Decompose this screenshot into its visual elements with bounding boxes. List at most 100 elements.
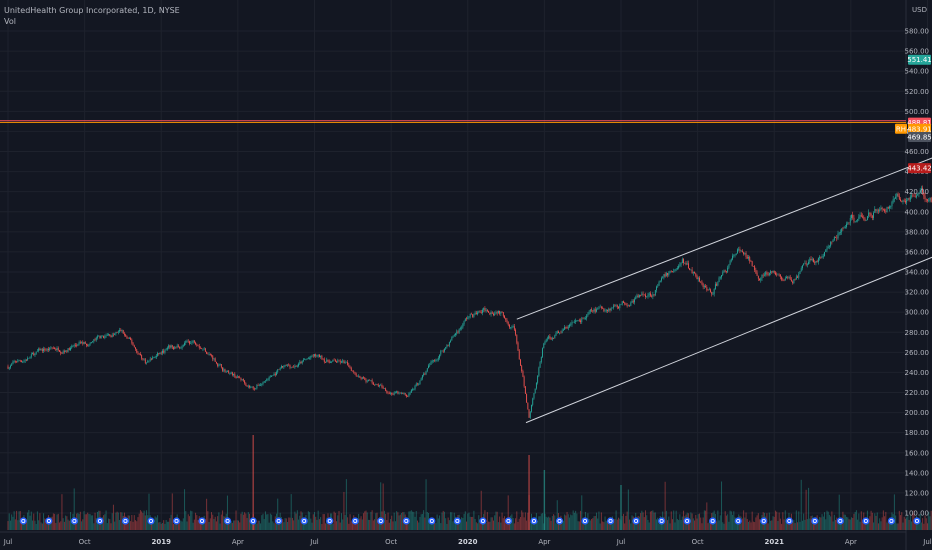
volume-bar bbox=[236, 520, 238, 530]
candle-body bbox=[12, 361, 14, 365]
volume-bar bbox=[274, 516, 276, 530]
volume-bar bbox=[450, 512, 452, 530]
volume-bar bbox=[219, 523, 221, 530]
volume-bar bbox=[600, 512, 602, 530]
time-tick-label: Apr bbox=[845, 538, 857, 546]
candle-body bbox=[685, 262, 687, 265]
volume-bar bbox=[566, 511, 568, 530]
candle-body bbox=[748, 257, 749, 259]
candle-body bbox=[366, 380, 368, 382]
candle-body bbox=[675, 269, 677, 270]
volume-bar bbox=[372, 520, 374, 530]
candle-body bbox=[179, 346, 181, 349]
dividend-event-icon bbox=[172, 517, 181, 525]
candle-body bbox=[317, 354, 319, 357]
price-tick-label: 340.00 bbox=[905, 269, 930, 277]
time-axis[interactable]: Jul Oct 2019 Apr Jul Oct 2020 Apr Jul Oct 2021 Apr J… bbox=[3, 538, 932, 546]
candle-body bbox=[788, 276, 790, 278]
candle-body bbox=[561, 330, 563, 333]
candle-body bbox=[22, 361, 24, 363]
dividend-event-glyph bbox=[72, 519, 77, 524]
volume-bar bbox=[527, 512, 529, 530]
candle-body bbox=[174, 346, 176, 349]
candle-body bbox=[309, 358, 311, 359]
volume-bar bbox=[735, 523, 737, 530]
candle-body bbox=[298, 363, 300, 367]
candle-body bbox=[610, 308, 612, 311]
volume-bar bbox=[424, 517, 426, 530]
symbol-title[interactable]: UnitedHealth Group Incorporated, 1D, NYS… bbox=[4, 6, 180, 15]
volume-bar bbox=[318, 519, 320, 530]
parallel-channel-drawing[interactable] bbox=[516, 29, 932, 424]
volume-bar bbox=[577, 521, 579, 530]
candle-body bbox=[775, 272, 776, 275]
candle-body bbox=[546, 338, 548, 340]
volume-bar bbox=[741, 518, 743, 530]
dividend-event-glyph bbox=[378, 519, 383, 524]
candle-body bbox=[876, 210, 878, 212]
candle-body bbox=[694, 272, 696, 274]
volume-bar bbox=[388, 522, 390, 530]
candle-body bbox=[560, 332, 562, 334]
volume-bar bbox=[67, 519, 69, 530]
price-tag-label: 488.81 bbox=[907, 119, 932, 127]
candle-body bbox=[67, 348, 69, 352]
horizontal-price-lines[interactable] bbox=[0, 120, 906, 123]
volume-bar bbox=[479, 519, 481, 530]
volume-bar bbox=[442, 510, 444, 530]
candle-body bbox=[253, 388, 255, 390]
candle-body bbox=[648, 293, 650, 296]
volume-bar bbox=[436, 514, 438, 530]
candle-body bbox=[624, 302, 626, 304]
candle-body bbox=[727, 267, 729, 272]
candle-body bbox=[303, 359, 304, 361]
candle-body bbox=[480, 312, 482, 313]
candle-body bbox=[391, 392, 393, 395]
volume-bar bbox=[192, 522, 194, 530]
candle-body bbox=[328, 360, 330, 363]
candle-body bbox=[898, 196, 900, 200]
volume-bar bbox=[339, 522, 341, 530]
dividend-event-markers[interactable] bbox=[19, 517, 932, 525]
candle-body bbox=[714, 284, 716, 289]
candle-body bbox=[466, 318, 467, 320]
price-tick-label: 520.00 bbox=[905, 88, 930, 96]
volume-label[interactable]: Vol bbox=[4, 17, 16, 26]
candle-body bbox=[842, 228, 844, 230]
candle-body bbox=[897, 193, 899, 197]
volume-bar bbox=[8, 513, 10, 530]
volume-bar bbox=[496, 511, 498, 530]
volume-bar bbox=[222, 510, 224, 530]
volume-bar bbox=[204, 518, 206, 530]
volume-bar bbox=[477, 523, 479, 530]
candle-body bbox=[524, 386, 526, 394]
volume-bar bbox=[18, 511, 20, 530]
volume-bar bbox=[419, 517, 421, 530]
volume-bar bbox=[518, 518, 520, 530]
volume-bar bbox=[830, 516, 832, 530]
candle-body bbox=[329, 362, 331, 364]
candle-body bbox=[312, 355, 314, 357]
dividend-event-glyph bbox=[404, 519, 409, 524]
candle-body bbox=[779, 274, 781, 277]
candle-body bbox=[158, 353, 160, 354]
candle-body bbox=[806, 264, 808, 265]
volume-bar bbox=[786, 519, 788, 530]
candle-body bbox=[461, 327, 463, 329]
dividend-event-icon bbox=[428, 517, 436, 525]
volume-bar bbox=[116, 511, 118, 530]
price-axis[interactable]: 100.00120.00140.00160.00180.00200.00220.… bbox=[905, 28, 930, 518]
candle-body bbox=[17, 360, 19, 363]
candle-body bbox=[844, 227, 846, 228]
candle-body bbox=[447, 345, 449, 346]
volume-bar bbox=[698, 513, 700, 530]
candle-body bbox=[911, 195, 913, 197]
candle-body bbox=[673, 270, 675, 272]
candle-body bbox=[752, 266, 754, 267]
candle-body bbox=[173, 347, 174, 349]
volume-bar bbox=[925, 518, 927, 530]
volume-bar bbox=[29, 515, 31, 530]
candle-body bbox=[39, 348, 41, 351]
candle-body bbox=[117, 331, 119, 333]
